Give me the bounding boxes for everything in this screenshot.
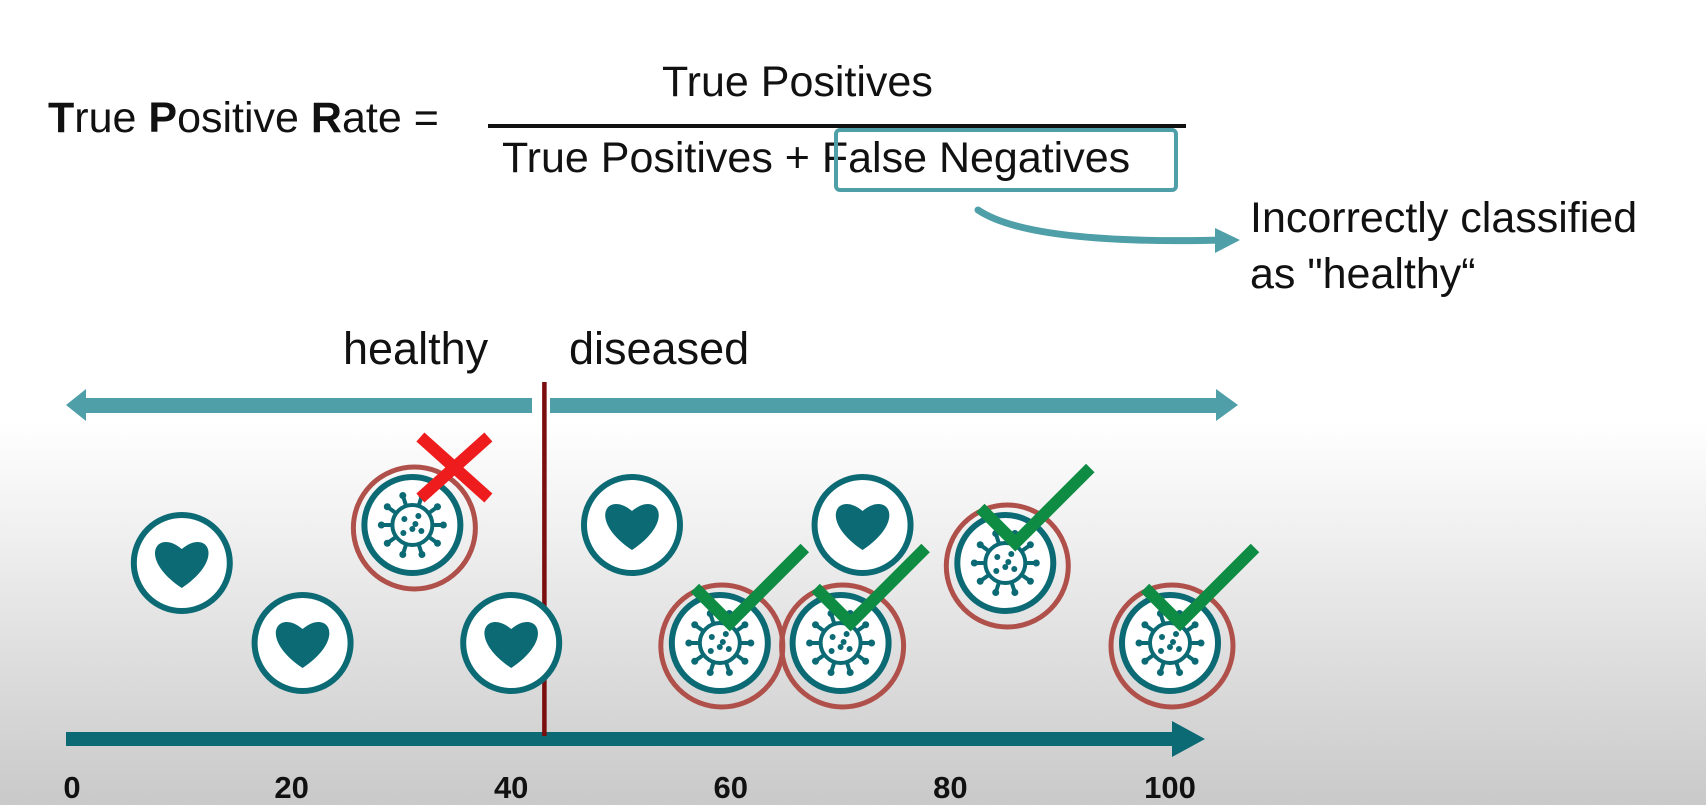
formula-denominator: True Positives + False Negatives	[502, 134, 1130, 183]
sample-circle	[1119, 592, 1221, 694]
false-negatives-highlight-box	[834, 128, 1178, 192]
callout-text: Incorrectly classified as "healthy“	[1250, 190, 1637, 302]
heart-icon	[155, 541, 209, 588]
axis-tick-label: 20	[274, 770, 309, 805]
diseased-sample	[779, 543, 930, 710]
sample-circle	[361, 474, 464, 576]
axis-tick-label: 80	[933, 770, 968, 805]
axis-tick-label: 40	[493, 770, 529, 805]
axis-tick-label: 0	[63, 770, 81, 805]
prediction-ring	[779, 582, 907, 710]
incorrect-mark-icon	[416, 432, 493, 503]
sample-circle	[789, 592, 892, 694]
denominator-true-positives: True Positives +	[502, 134, 822, 182]
axis-tick-label: 60	[713, 770, 749, 805]
healthy-sample	[580, 474, 683, 576]
callout-line-1: Incorrectly classified	[1250, 194, 1638, 242]
virus-icon	[377, 492, 447, 558]
formula-lhs-part: ate =	[341, 94, 439, 142]
region-label-healthy: healthy	[343, 323, 489, 374]
diseased-range-arrow	[550, 389, 1238, 421]
correct-check-icon	[690, 543, 810, 632]
fraction-bar	[488, 124, 1186, 128]
formula-numerator: True Positives	[662, 58, 933, 106]
healthy-sample	[811, 474, 914, 576]
heart-icon	[275, 621, 330, 668]
virus-icon	[685, 610, 755, 676]
virus-icon	[1135, 610, 1205, 676]
healthy-range-arrow	[66, 389, 532, 421]
samples-layer	[130, 432, 1260, 710]
heart-icon	[605, 503, 659, 550]
formula-lhs-part: rue	[74, 94, 149, 142]
callout-arrow	[974, 206, 1229, 245]
correct-check-icon	[1140, 543, 1260, 632]
formula-lhs-part: P	[148, 94, 178, 142]
prediction-ring	[1108, 582, 1236, 710]
callout-line-2: as "healthy“	[1250, 250, 1476, 298]
diseased-sample	[1108, 543, 1260, 710]
formula-lhs-part: R	[310, 94, 342, 142]
prediction-ring	[350, 464, 478, 592]
formula-lhs-part: ositive	[177, 94, 311, 142]
callout-arrow-head	[1215, 228, 1240, 253]
virus-icon	[806, 610, 876, 676]
threshold-line	[542, 382, 547, 736]
denominator-false-negatives: False Negatives	[821, 134, 1131, 182]
healthy-sample	[251, 592, 354, 694]
x-axis	[66, 721, 1205, 757]
formula-lhs-part: T	[48, 94, 75, 142]
healthy-sample	[460, 592, 563, 694]
formula-left-side: True Positive Rate =	[48, 94, 439, 143]
sample-circle	[954, 512, 1057, 614]
diseased-sample	[350, 432, 493, 592]
diseased-sample	[943, 463, 1095, 630]
prediction-ring	[943, 502, 1071, 630]
correct-check-icon	[976, 463, 1095, 552]
heart-icon	[484, 621, 538, 668]
sample-circle	[668, 592, 771, 694]
region-label-diseased: diseased	[569, 323, 750, 374]
axis-tick-label: 100	[1144, 770, 1196, 805]
heart-icon	[835, 503, 890, 550]
healthy-sample	[130, 512, 233, 614]
correct-check-icon	[811, 543, 930, 632]
